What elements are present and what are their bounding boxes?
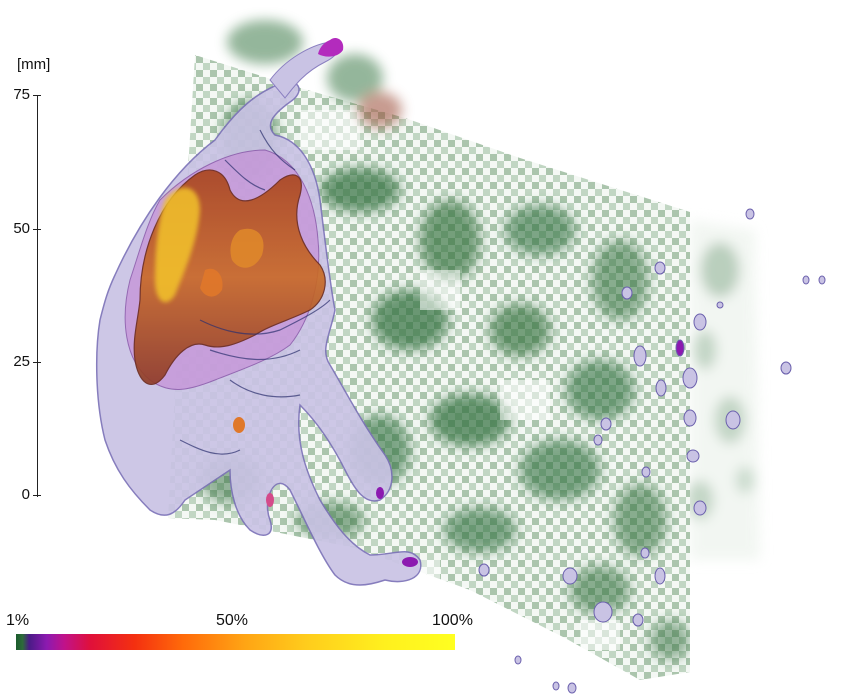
axis-tick-label: 75 bbox=[13, 86, 30, 103]
axis-tick bbox=[33, 495, 41, 496]
orange-core bbox=[133, 169, 326, 507]
axis-tick bbox=[33, 229, 41, 230]
scattered-bubbles bbox=[478, 208, 826, 694]
axis-tick bbox=[33, 95, 41, 96]
colorbar-min-label: 1% bbox=[6, 612, 30, 629]
magenta-tips bbox=[376, 487, 418, 567]
axis-tick bbox=[33, 362, 41, 363]
axis-tick-label: 25 bbox=[13, 353, 30, 370]
colorbar-mid-label: 50% bbox=[216, 612, 249, 629]
axis-tick-label: 50 bbox=[13, 220, 30, 237]
axis-unit-label: [mm] bbox=[17, 56, 51, 73]
colorbar-gradient bbox=[16, 634, 455, 650]
colorbar-max-label: 100% bbox=[432, 612, 473, 629]
scale-axis-line bbox=[37, 95, 38, 497]
top-faint-blobs bbox=[227, 20, 402, 128]
axis-tick-label: 0 bbox=[21, 486, 30, 503]
vessel-lines bbox=[179, 129, 331, 455]
